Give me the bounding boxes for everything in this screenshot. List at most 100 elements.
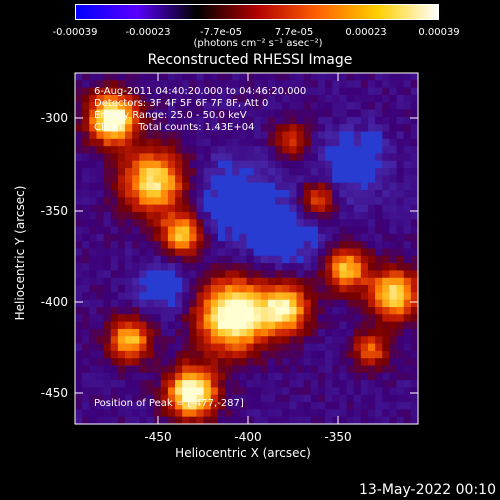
heatmap-cell — [260, 124, 269, 133]
heatmap-cell — [367, 124, 376, 133]
heatmap-cell — [289, 292, 298, 301]
heatmap-cell — [232, 182, 240, 191]
heatmap-cell — [282, 182, 290, 191]
heatmap-cell — [96, 197, 105, 206]
heatmap-cell — [267, 314, 276, 323]
heatmap-cell — [267, 350, 276, 359]
heatmap-cell — [75, 402, 83, 410]
heatmap-cell — [325, 233, 333, 242]
heatmap-cell — [332, 73, 340, 81]
heatmap-cell — [146, 358, 155, 367]
heatmap-cell — [103, 182, 112, 191]
heatmap-cell — [125, 321, 133, 330]
heatmap-cell — [146, 285, 155, 293]
heatmap-cell — [189, 197, 198, 206]
heatmap-cell — [117, 197, 126, 206]
heatmap-cell — [260, 138, 269, 147]
heatmap-cell — [282, 138, 290, 147]
heatmap-cell — [310, 299, 319, 308]
heatmap-cell — [382, 241, 391, 250]
heatmap-cell — [289, 124, 298, 133]
heatmap-cell — [146, 80, 155, 89]
heatmap-cell — [303, 285, 312, 293]
heatmap-cell — [260, 197, 269, 206]
heatmap-cell — [396, 270, 405, 279]
heatmap-cell — [303, 380, 312, 389]
heatmap-cell — [125, 226, 133, 235]
heatmap-cell — [275, 270, 283, 279]
heatmap-cell — [189, 109, 198, 118]
heatmap-cell — [217, 80, 226, 89]
heatmap-cell — [232, 80, 240, 89]
heatmap-cell — [225, 182, 233, 191]
heatmap-cell — [317, 138, 326, 147]
heatmap-cell — [367, 402, 376, 410]
heatmap-cell — [317, 131, 326, 140]
heatmap-cell — [260, 336, 269, 345]
heatmap-cell — [96, 285, 105, 293]
heatmap-cell — [196, 263, 205, 272]
heatmap-cell — [146, 299, 155, 308]
heatmap-cell — [253, 365, 262, 374]
heatmap-cell — [360, 211, 369, 220]
heatmap-cell — [196, 73, 205, 81]
heatmap-cell — [89, 219, 98, 228]
heatmap-cell — [260, 277, 269, 286]
heatmap-cell — [217, 219, 226, 228]
heatmap-cell — [296, 226, 305, 235]
heatmap-cell — [117, 416, 126, 425]
heatmap-cell — [82, 73, 90, 81]
heatmap-cell — [232, 190, 240, 198]
heatmap-cell — [110, 94, 119, 103]
heatmap-cell — [103, 197, 112, 206]
heatmap-cell — [325, 168, 333, 176]
heatmap-cell — [153, 102, 162, 111]
heatmap-cell — [310, 380, 319, 389]
heatmap-cell — [225, 343, 233, 352]
heatmap-cell — [196, 380, 205, 389]
heatmap-cell — [239, 292, 248, 301]
heatmap-cell — [117, 241, 126, 250]
heatmap-cell — [282, 109, 290, 118]
heatmap-cell — [410, 409, 419, 418]
heatmap-cell — [160, 263, 169, 272]
heatmap-cell — [296, 116, 305, 125]
heatmap-cell — [232, 365, 240, 374]
heatmap-cell — [410, 73, 419, 81]
heatmap-cell — [303, 175, 312, 184]
heatmap-cell — [396, 168, 405, 176]
heatmap-cell — [175, 328, 183, 337]
heatmap-cell — [375, 124, 383, 133]
heatmap-cell — [239, 146, 248, 155]
heatmap-cell — [96, 138, 105, 147]
heatmap-cell — [282, 168, 290, 176]
heatmap-cell — [382, 138, 391, 147]
heatmap-cell — [82, 285, 90, 293]
heatmap-cell — [275, 328, 283, 337]
heatmap-cell — [267, 109, 276, 118]
heatmap-cell — [310, 365, 319, 374]
heatmap-cell — [139, 146, 148, 155]
heatmap-cell — [160, 146, 169, 155]
heatmap-cell — [339, 380, 348, 389]
heatmap-cell — [225, 131, 233, 140]
heatmap-cell — [139, 365, 148, 374]
heatmap-cell — [267, 190, 276, 198]
heatmap-cell — [96, 394, 105, 403]
heatmap-cell — [375, 80, 383, 89]
heatmap-cell — [89, 292, 98, 301]
heatmap-cell — [253, 153, 262, 162]
heatmap-cell — [117, 146, 126, 155]
heatmap-cell — [260, 350, 269, 359]
heatmap-cell — [332, 190, 340, 198]
heatmap-cell — [167, 270, 176, 279]
heatmap-cell — [146, 263, 155, 272]
heatmap-cell — [289, 94, 298, 103]
heatmap-cell — [125, 350, 133, 359]
heatmap-cell — [396, 321, 405, 330]
heatmap-cell — [182, 80, 190, 89]
heatmap-cell — [260, 175, 269, 184]
heatmap-cell — [210, 116, 219, 125]
heatmap-cell — [410, 87, 419, 96]
heatmap-cell — [125, 358, 133, 367]
